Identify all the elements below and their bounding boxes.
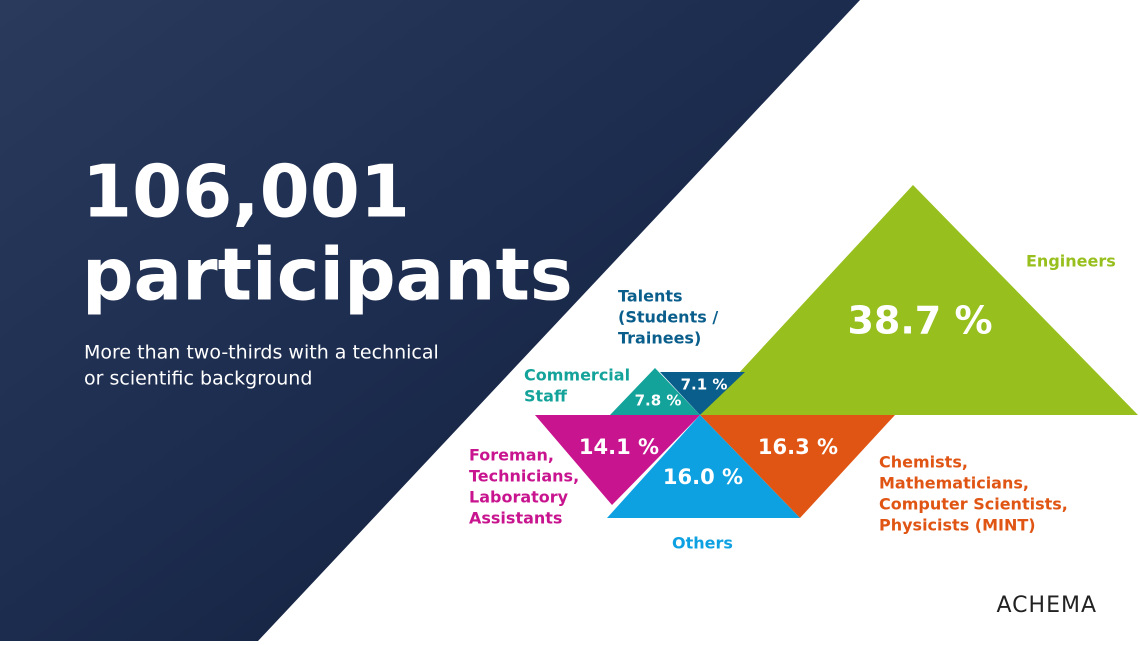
segment-label: Trainees) — [618, 329, 701, 348]
segment-label: Talents — [618, 287, 683, 306]
commercial-triangle — [610, 368, 700, 415]
labels: Engineers Talents (Students / Trainees) Comm… — [469, 252, 1116, 553]
percentage: 16.3 % — [758, 435, 838, 459]
talents-triangle — [660, 372, 745, 415]
engineers-triangle — [700, 185, 1138, 415]
segment-label: (Students / — [618, 308, 718, 327]
percentage: 38.7 % — [847, 299, 992, 343]
segment-label: Laboratory — [469, 488, 569, 507]
percentage: 7.8 % — [635, 392, 682, 410]
subtitle: More than two-thirds with a technical — [84, 342, 439, 364]
segment-label: Assistants — [469, 509, 562, 528]
percentage: 14.1 % — [579, 435, 659, 459]
headline-word: participants — [82, 233, 573, 317]
photo-background — [0, 0, 860, 641]
segment-label: Commercial — [524, 366, 630, 385]
segment-label: Foreman, — [469, 446, 554, 465]
percentage: 7.1 % — [681, 376, 728, 394]
foreman-triangle — [535, 415, 700, 505]
logo: ACHEMA — [997, 593, 1098, 618]
segment-label: Others — [672, 534, 733, 553]
segment-label: Computer Scientists, — [879, 495, 1068, 514]
segment-label: Technicians, — [469, 467, 579, 486]
others-triangle — [607, 415, 800, 518]
segment-label: Physicists (MINT) — [879, 516, 1036, 535]
segment-label: Mathematicians, — [879, 474, 1029, 493]
segment-label: Engineers — [1026, 252, 1116, 271]
subtitle: or scientific background — [84, 368, 312, 390]
percentage: 16.0 % — [663, 465, 743, 489]
chemists-triangle — [700, 415, 895, 518]
segment-label: Staff — [524, 387, 568, 406]
headline-number: 106,001 — [82, 150, 410, 234]
segment-label: Chemists, — [879, 453, 968, 472]
